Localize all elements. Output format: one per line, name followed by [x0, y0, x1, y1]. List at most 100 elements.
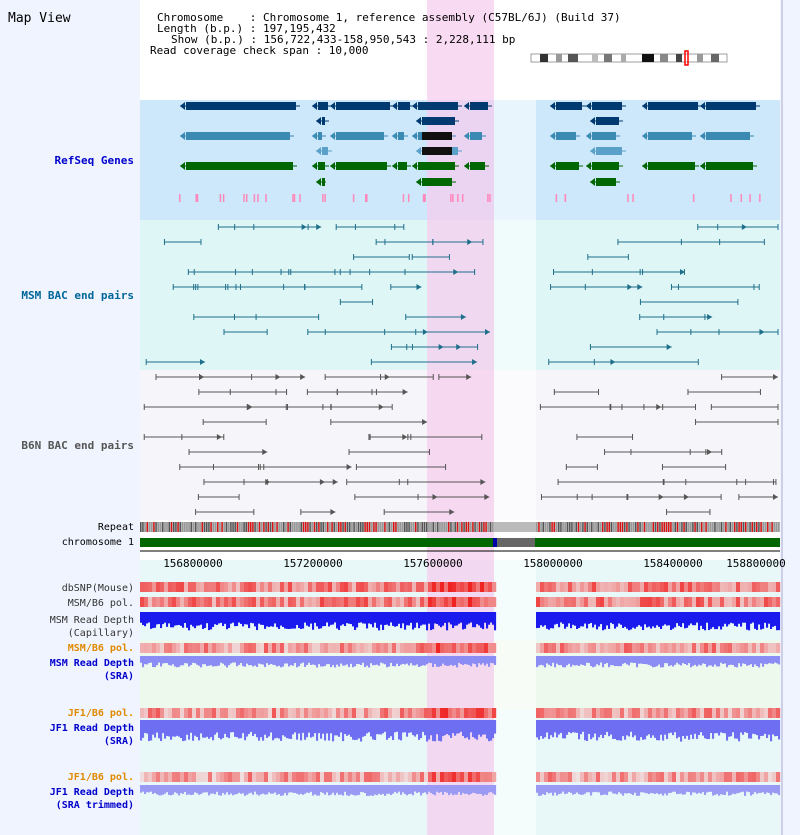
heatmap-cell: [232, 597, 237, 607]
depth-bar: [162, 612, 165, 625]
depth-bar: [346, 785, 349, 796]
heatmap-cell: [600, 643, 605, 653]
gene-strand-arrow: [642, 102, 647, 110]
depth-bar: [620, 720, 623, 741]
heatmap-cell: [364, 772, 369, 782]
depth-bar: [600, 656, 603, 663]
depth-bar: [168, 656, 171, 665]
heatmap-cell: [396, 597, 401, 607]
repeat-element: [201, 522, 203, 532]
heatmap-cell: [332, 772, 337, 782]
heatmap-cell: [608, 708, 613, 718]
heatmap-cell: [336, 772, 341, 782]
heatmap-cell: [260, 643, 265, 653]
depth-bar: [320, 720, 323, 739]
heatmap-cell: [540, 643, 545, 653]
gene-strand-arrow: [316, 117, 321, 125]
depth-bar: [570, 612, 573, 629]
repeat-element: [577, 522, 580, 532]
depth-bar: [708, 785, 711, 792]
depth-bar: [166, 612, 169, 627]
depth-bar: [232, 656, 235, 663]
heatmap-cell: [612, 708, 617, 718]
depth-bar: [348, 656, 351, 668]
b6n-pair-arrow: [773, 494, 778, 500]
repeat-element: [355, 522, 357, 532]
depth-bar: [140, 785, 143, 793]
heatmap-cell: [728, 597, 733, 607]
depth-bar: [388, 612, 391, 626]
depth-bar: [262, 656, 265, 665]
depth-bar: [478, 720, 481, 735]
depth-bar: [596, 656, 599, 665]
depth-bar: [424, 720, 427, 736]
chromosome-ideogram[interactable]: [530, 50, 728, 66]
heatmap-cell: [300, 772, 305, 782]
repeat-element: [170, 522, 173, 532]
heatmap-cell: [688, 772, 693, 782]
repeat-element: [388, 522, 390, 532]
depth-bar: [290, 612, 293, 629]
b6n-bac-end-pairs[interactable]: [143, 374, 779, 515]
repeat-element: [698, 522, 701, 532]
heatmap-cell: [732, 708, 737, 718]
heatmap-cell: [140, 597, 145, 607]
depth-bar: [630, 656, 633, 663]
depth-bar: [770, 720, 773, 742]
heatmap-cell: [144, 708, 149, 718]
heatmap-cell: [696, 643, 701, 653]
depth-bar: [654, 785, 657, 794]
heatmap-cell: [260, 772, 265, 782]
depth-bar: [586, 612, 589, 629]
depth-bar: [184, 720, 187, 741]
depth-bar: [212, 656, 215, 667]
heatmap-cell: [192, 643, 197, 653]
heatmap-cell: [356, 772, 361, 782]
depth-bar: [244, 785, 247, 796]
repeat-element: [287, 522, 289, 532]
depth-bar: [380, 720, 383, 735]
heatmap-cell: [376, 772, 381, 782]
heatmap-cell: [196, 772, 201, 782]
msm-bac-end-pairs[interactable]: [145, 224, 779, 365]
heatmap-cell: [232, 582, 237, 592]
depth-bar: [540, 656, 543, 665]
refseq-gene-models[interactable]: [179, 102, 761, 202]
depth-bar: [676, 656, 679, 663]
heatmap-cell: [336, 597, 341, 607]
depth-bar: [690, 656, 693, 668]
depth-bar: [430, 720, 433, 736]
depth-bar: [664, 612, 667, 625]
depth-bar: [740, 785, 743, 793]
depth-bar: [540, 720, 543, 736]
heatmap-cell: [204, 708, 209, 718]
repeat-element: [606, 522, 608, 532]
heatmap-cell: [216, 772, 221, 782]
gene-exon: [556, 162, 579, 170]
gene-tick: [322, 194, 324, 202]
depth-bar: [180, 720, 183, 739]
repeat-element: [637, 522, 639, 532]
depth-bar: [568, 656, 571, 664]
heatmap-cell: [328, 772, 333, 782]
depth-bar: [206, 656, 209, 667]
repeat-element: [199, 522, 201, 532]
repeat-element: [371, 522, 373, 532]
repeat-element: [588, 522, 591, 532]
heatmap-cell: [444, 582, 449, 592]
gene-strand-arrow: [316, 147, 321, 155]
heatmap-cell: [232, 643, 237, 653]
heatmap-cell: [176, 772, 181, 782]
heatmap-cell: [492, 772, 497, 782]
depth-bar: [234, 785, 237, 795]
depth-bar: [322, 656, 325, 667]
depth-bar: [210, 785, 213, 794]
heatmap-cell: [760, 643, 765, 653]
heatmap-cell: [624, 708, 629, 718]
depth-bar: [444, 720, 447, 736]
depth-bar: [266, 720, 269, 738]
depth-bar: [610, 612, 613, 623]
heatmap-cell: [248, 643, 253, 653]
heatmap-cell: [388, 643, 393, 653]
